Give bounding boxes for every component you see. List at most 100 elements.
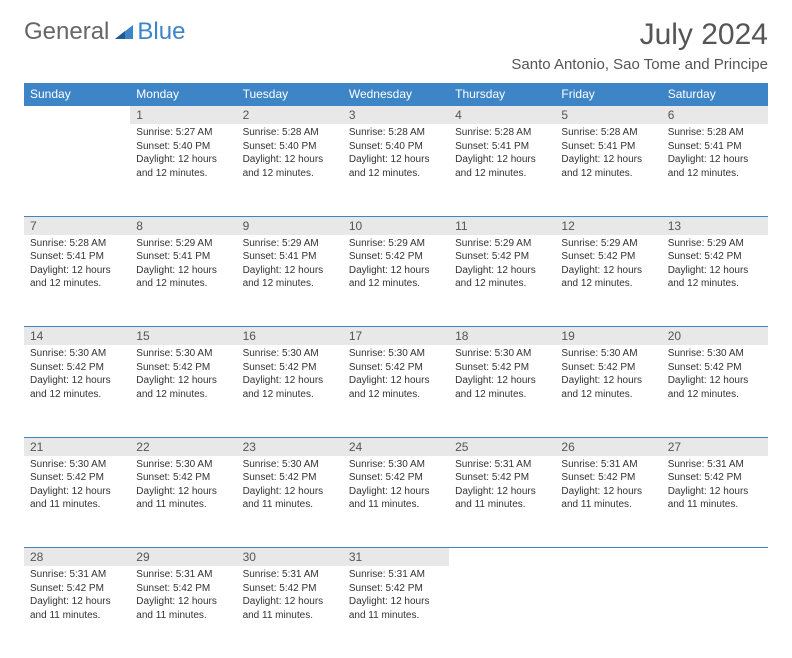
day-number-cell: 17 [343, 327, 449, 346]
sunrise-text: Sunrise: 5:28 AM [455, 126, 549, 140]
day-content-cell: Sunrise: 5:28 AMSunset: 5:40 PMDaylight:… [343, 124, 449, 216]
day-content-cell: Sunrise: 5:31 AMSunset: 5:42 PMDaylight:… [449, 456, 555, 548]
day-number-cell: 25 [449, 437, 555, 456]
day-content-cell: Sunrise: 5:31 AMSunset: 5:42 PMDaylight:… [237, 566, 343, 658]
daylight-text: Daylight: 12 hours and 11 minutes. [30, 595, 124, 622]
day-number-cell: 19 [555, 327, 661, 346]
sunset-text: Sunset: 5:41 PM [136, 250, 230, 264]
location-text: Santo Antonio, Sao Tome and Principe [511, 56, 768, 73]
daylight-text: Daylight: 12 hours and 12 minutes. [349, 374, 443, 401]
day-content-row: Sunrise: 5:28 AMSunset: 5:41 PMDaylight:… [24, 235, 768, 327]
day-number-cell: 12 [555, 216, 661, 235]
sunset-text: Sunset: 5:41 PM [243, 250, 337, 264]
sunrise-text: Sunrise: 5:31 AM [561, 458, 655, 472]
sunset-text: Sunset: 5:41 PM [561, 140, 655, 154]
daylight-text: Daylight: 12 hours and 12 minutes. [136, 374, 230, 401]
daylight-text: Daylight: 12 hours and 12 minutes. [455, 264, 549, 291]
daylight-text: Daylight: 12 hours and 11 minutes. [349, 485, 443, 512]
sunrise-text: Sunrise: 5:30 AM [668, 347, 762, 361]
sunset-text: Sunset: 5:42 PM [668, 471, 762, 485]
sunrise-text: Sunrise: 5:30 AM [561, 347, 655, 361]
weekday-header-row: SundayMondayTuesdayWednesdayThursdayFrid… [24, 83, 768, 106]
calendar-table: SundayMondayTuesdayWednesdayThursdayFrid… [24, 83, 768, 658]
day-content-cell: Sunrise: 5:30 AMSunset: 5:42 PMDaylight:… [343, 456, 449, 548]
daylight-text: Daylight: 12 hours and 11 minutes. [668, 485, 762, 512]
sunset-text: Sunset: 5:42 PM [30, 361, 124, 375]
sunrise-text: Sunrise: 5:28 AM [243, 126, 337, 140]
day-content-row: Sunrise: 5:27 AMSunset: 5:40 PMDaylight:… [24, 124, 768, 216]
sunrise-text: Sunrise: 5:30 AM [136, 347, 230, 361]
day-content-cell: Sunrise: 5:30 AMSunset: 5:42 PMDaylight:… [449, 345, 555, 437]
day-content-cell: Sunrise: 5:29 AMSunset: 5:41 PMDaylight:… [237, 235, 343, 327]
day-number-cell: 7 [24, 216, 130, 235]
day-number-cell: 10 [343, 216, 449, 235]
day-number-cell: 6 [662, 106, 768, 125]
day-content-cell: Sunrise: 5:30 AMSunset: 5:42 PMDaylight:… [130, 345, 236, 437]
day-content-cell: Sunrise: 5:27 AMSunset: 5:40 PMDaylight:… [130, 124, 236, 216]
sunset-text: Sunset: 5:42 PM [349, 250, 443, 264]
daylight-text: Daylight: 12 hours and 12 minutes. [455, 153, 549, 180]
day-content-cell: Sunrise: 5:30 AMSunset: 5:42 PMDaylight:… [130, 456, 236, 548]
sunrise-text: Sunrise: 5:30 AM [349, 347, 443, 361]
month-title: July 2024 [511, 18, 768, 52]
day-content-cell: Sunrise: 5:31 AMSunset: 5:42 PMDaylight:… [555, 456, 661, 548]
day-number-row: 14151617181920 [24, 327, 768, 346]
day-number-cell: 11 [449, 216, 555, 235]
day-number-cell [662, 548, 768, 567]
sunset-text: Sunset: 5:41 PM [668, 140, 762, 154]
day-number-row: 78910111213 [24, 216, 768, 235]
day-number-cell: 23 [237, 437, 343, 456]
day-content-row: Sunrise: 5:30 AMSunset: 5:42 PMDaylight:… [24, 456, 768, 548]
sunrise-text: Sunrise: 5:29 AM [136, 237, 230, 251]
daylight-text: Daylight: 12 hours and 12 minutes. [561, 374, 655, 401]
day-number-cell: 29 [130, 548, 236, 567]
day-content-cell [662, 566, 768, 658]
sunset-text: Sunset: 5:42 PM [455, 361, 549, 375]
daylight-text: Daylight: 12 hours and 12 minutes. [455, 374, 549, 401]
day-content-row: Sunrise: 5:30 AMSunset: 5:42 PMDaylight:… [24, 345, 768, 437]
daylight-text: Daylight: 12 hours and 12 minutes. [136, 264, 230, 291]
sunrise-text: Sunrise: 5:28 AM [561, 126, 655, 140]
sunrise-text: Sunrise: 5:30 AM [30, 458, 124, 472]
day-number-cell: 30 [237, 548, 343, 567]
day-number-cell: 16 [237, 327, 343, 346]
sunset-text: Sunset: 5:42 PM [561, 250, 655, 264]
day-number-cell: 21 [24, 437, 130, 456]
sunset-text: Sunset: 5:42 PM [349, 582, 443, 596]
day-number-cell: 22 [130, 437, 236, 456]
sunrise-text: Sunrise: 5:29 AM [668, 237, 762, 251]
day-content-cell: Sunrise: 5:29 AMSunset: 5:42 PMDaylight:… [343, 235, 449, 327]
sunset-text: Sunset: 5:41 PM [30, 250, 124, 264]
day-content-cell: Sunrise: 5:30 AMSunset: 5:42 PMDaylight:… [24, 456, 130, 548]
day-number-cell: 28 [24, 548, 130, 567]
daylight-text: Daylight: 12 hours and 11 minutes. [243, 595, 337, 622]
day-number-cell: 18 [449, 327, 555, 346]
daylight-text: Daylight: 12 hours and 11 minutes. [455, 485, 549, 512]
sunset-text: Sunset: 5:42 PM [349, 361, 443, 375]
day-content-cell: Sunrise: 5:30 AMSunset: 5:42 PMDaylight:… [24, 345, 130, 437]
day-content-row: Sunrise: 5:31 AMSunset: 5:42 PMDaylight:… [24, 566, 768, 658]
daylight-text: Daylight: 12 hours and 12 minutes. [243, 153, 337, 180]
day-number-row: 28293031 [24, 548, 768, 567]
header: General Blue July 2024 Santo Antonio, Sa… [24, 18, 768, 73]
day-content-cell: Sunrise: 5:30 AMSunset: 5:42 PMDaylight:… [555, 345, 661, 437]
sunrise-text: Sunrise: 5:30 AM [243, 347, 337, 361]
title-block: July 2024 Santo Antonio, Sao Tome and Pr… [511, 18, 768, 73]
daylight-text: Daylight: 12 hours and 12 minutes. [30, 374, 124, 401]
sunrise-text: Sunrise: 5:31 AM [455, 458, 549, 472]
daylight-text: Daylight: 12 hours and 12 minutes. [349, 264, 443, 291]
daylight-text: Daylight: 12 hours and 11 minutes. [561, 485, 655, 512]
day-number-cell: 13 [662, 216, 768, 235]
sunset-text: Sunset: 5:42 PM [30, 582, 124, 596]
day-number-cell: 14 [24, 327, 130, 346]
sunset-text: Sunset: 5:42 PM [561, 361, 655, 375]
sunset-text: Sunset: 5:42 PM [349, 471, 443, 485]
day-content-cell: Sunrise: 5:29 AMSunset: 5:42 PMDaylight:… [449, 235, 555, 327]
day-content-cell: Sunrise: 5:29 AMSunset: 5:41 PMDaylight:… [130, 235, 236, 327]
day-content-cell: Sunrise: 5:30 AMSunset: 5:42 PMDaylight:… [343, 345, 449, 437]
sunset-text: Sunset: 5:42 PM [136, 361, 230, 375]
day-number-cell: 8 [130, 216, 236, 235]
sunrise-text: Sunrise: 5:31 AM [243, 568, 337, 582]
sunrise-text: Sunrise: 5:30 AM [455, 347, 549, 361]
day-number-cell: 31 [343, 548, 449, 567]
